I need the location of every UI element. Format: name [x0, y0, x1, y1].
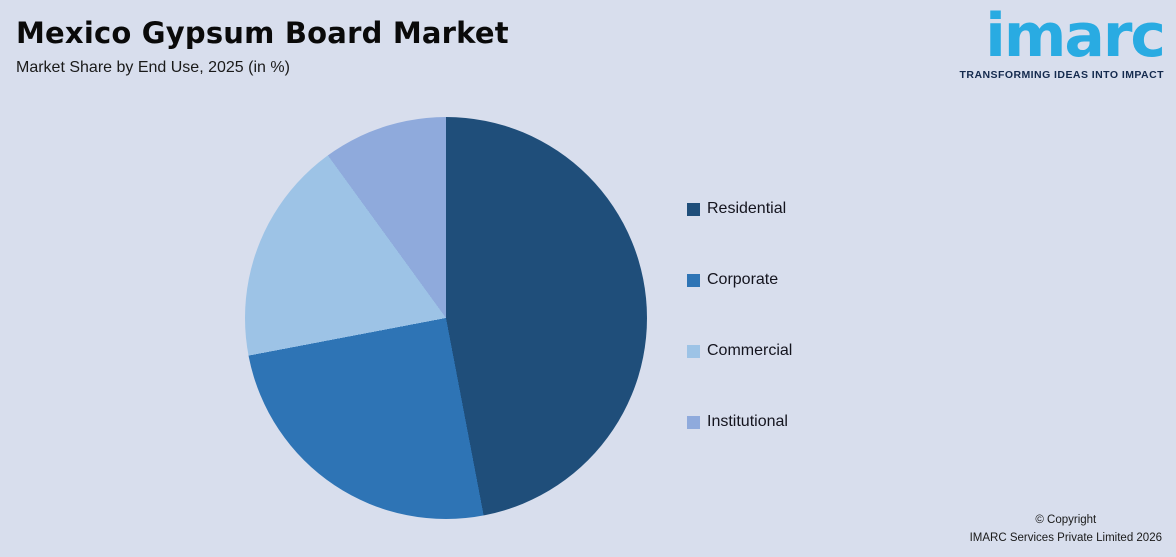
legend-item-residential: Residential — [687, 197, 792, 221]
copyright-notice: © Copyright IMARC Services Private Limit… — [970, 512, 1162, 548]
legend-item-institutional: Institutional — [687, 410, 792, 434]
legend-label: Institutional — [707, 413, 788, 430]
legend-item-commercial: Commercial — [687, 339, 792, 363]
legend: Residential Corporate Commercial Institutio… — [687, 197, 792, 434]
copyright-line2: IMARC Services Private Limited 2026 — [969, 532, 1162, 545]
legend-swatch-icon — [687, 344, 700, 358]
legend-swatch-icon — [687, 202, 700, 216]
legend-swatch-icon — [687, 273, 700, 287]
legend-label: Commercial — [707, 342, 793, 359]
pie-chart — [245, 117, 647, 519]
imarc-logo-tagline: TRANSFORMING IDEAS INTO IMPACT — [959, 69, 1164, 81]
chart-header: Mexico Gypsum Board Market Market Share … — [16, 16, 509, 77]
page-title: Mexico Gypsum Board Market — [16, 16, 509, 50]
copyright-line1: © Copyright — [1035, 514, 1097, 527]
legend-label: Corporate — [707, 271, 779, 288]
imarc-logo-wordmark: imarc — [985, 1, 1166, 71]
legend-item-corporate: Corporate — [687, 268, 792, 292]
imarc-logo: imarc TRANSFORMING IDEAS INTO IMPACT — [959, 1, 1166, 81]
page-subtitle: Market Share by End Use, 2025 (in %) — [16, 59, 290, 76]
legend-swatch-icon — [687, 415, 700, 429]
legend-label: Residential — [707, 200, 787, 217]
